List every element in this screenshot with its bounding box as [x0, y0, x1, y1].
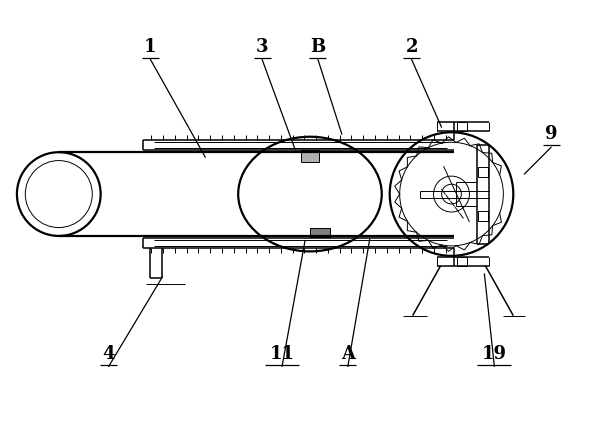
Text: 9: 9 — [545, 125, 557, 143]
Bar — [457, 257, 467, 266]
Text: A: A — [341, 344, 355, 363]
Bar — [457, 122, 467, 131]
Text: 2: 2 — [406, 37, 418, 55]
Bar — [301, 150, 319, 162]
Text: 3: 3 — [256, 37, 268, 55]
Bar — [310, 228, 330, 237]
Bar — [478, 211, 488, 221]
Text: 11: 11 — [269, 344, 295, 363]
Text: B: B — [310, 37, 326, 55]
Text: 4: 4 — [103, 344, 115, 363]
Text: 1: 1 — [144, 37, 157, 55]
Bar — [478, 167, 488, 177]
Text: 19: 19 — [482, 344, 507, 363]
